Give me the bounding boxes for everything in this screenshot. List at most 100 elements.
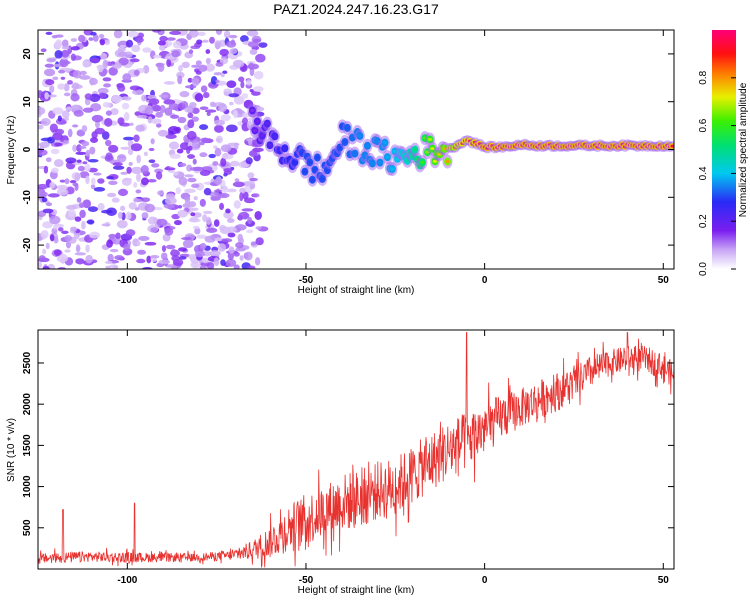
spectrogram-blob <box>155 123 162 128</box>
spectrogram-blob <box>125 229 136 237</box>
spectrogram-blob <box>199 198 206 207</box>
spectrogram-blob <box>220 259 226 267</box>
spectrogram-blob <box>116 219 128 229</box>
colorbar-tick-label: 0.0 <box>698 262 709 276</box>
spectrogram-blob <box>46 58 56 63</box>
spectrogram-blob <box>197 31 206 36</box>
spectrogram-blob <box>79 70 87 76</box>
spectrogram-blob <box>153 54 162 59</box>
spectrogram-blob <box>133 181 138 188</box>
spectrogram-blob <box>178 176 188 186</box>
spectrogram-blob <box>58 69 66 74</box>
spectrogram-blob <box>167 125 180 135</box>
spectrogram-blob <box>63 92 71 97</box>
spectrogram-blob <box>178 102 186 111</box>
spectrogram-blob <box>87 206 99 213</box>
spectrogram-blob <box>199 264 207 269</box>
spectrogram-blob <box>144 106 154 115</box>
colorbar-tick-label: 0.8 <box>698 70 709 84</box>
spectrogram-blob <box>209 101 216 108</box>
spectrogram-blob <box>196 39 203 45</box>
spectrogram-blob <box>75 244 81 253</box>
spectrogram-blob <box>91 114 104 123</box>
spectrogram-blob <box>126 166 132 174</box>
spectrogram-blob <box>213 72 223 76</box>
spectrogram-blob <box>122 177 133 181</box>
spectrogram-blob <box>230 160 240 167</box>
spectrogram-blob <box>81 220 86 230</box>
y-tick-label: 1000 <box>22 475 33 498</box>
spectrogram-blob <box>52 76 59 81</box>
spectrogram-blob <box>128 202 137 210</box>
spectrogram-blob <box>178 162 187 167</box>
spectrogram-blob <box>64 234 72 242</box>
spectrogram-blob <box>226 80 237 89</box>
y-tick-label: 10 <box>22 96 33 108</box>
spectrogram-blob <box>73 110 84 117</box>
spectrogram-blob <box>133 69 140 76</box>
spectrogram-blob <box>221 238 233 243</box>
spectrogram-blob <box>54 142 63 147</box>
spectrogram-blob <box>255 237 264 246</box>
spectrogram-blob <box>187 119 195 129</box>
spectrogram-blob <box>45 157 52 163</box>
spectrogram-blob <box>189 101 197 109</box>
spectrogram-blob <box>43 165 49 174</box>
spectrogram-blob <box>61 110 70 119</box>
spectrogram-blob <box>189 216 199 222</box>
spectrogram-blob <box>136 258 146 264</box>
spectrogram-ridge-core <box>377 161 383 165</box>
spectrogram-blob <box>77 165 86 172</box>
spectrogram-blob <box>101 209 113 214</box>
spectrogram-blob <box>241 117 249 125</box>
spectrogram-blob <box>105 265 111 269</box>
spectrogram-blob <box>146 255 152 264</box>
spectrogram-blob <box>209 250 221 257</box>
spectrogram-blob <box>53 249 62 256</box>
spectrogram-blob <box>53 159 64 168</box>
spectrogram-blob <box>191 140 200 150</box>
spectrogram-blob <box>49 234 55 242</box>
spectrogram-ridge-core <box>302 170 308 174</box>
spectrogram-blob <box>109 248 119 253</box>
spectrogram-blob <box>166 58 172 68</box>
spectrogram-blob <box>76 159 82 163</box>
spectrogram-blob <box>131 44 141 53</box>
spectrogram-blob <box>208 83 219 87</box>
spectrogram-blob <box>59 60 71 65</box>
spectrogram-blob <box>42 266 50 269</box>
spectrogram-blob <box>220 157 227 167</box>
x-tick-label: 50 <box>658 575 670 586</box>
spectrogram-blob <box>249 48 258 55</box>
spectrogram-blob <box>200 242 207 250</box>
spectrogram-ridge-core <box>352 152 358 156</box>
spectrogram-blob <box>205 57 211 65</box>
spectrogram-ridge-core <box>357 134 363 138</box>
spectrogram-blob <box>52 226 59 230</box>
spectrogram-blob <box>182 239 194 249</box>
spectrogram-blob <box>158 94 169 98</box>
spectrogram-blob <box>90 57 100 64</box>
spectrogram-blob <box>184 199 191 206</box>
spectrogram-blob <box>49 181 56 189</box>
spectrogram-blob <box>188 49 194 54</box>
spectrogram-blob <box>229 48 238 55</box>
spectrogram-ridge-core <box>337 145 343 149</box>
spectrogram-blob <box>41 197 48 203</box>
spectrogram-blob <box>76 197 82 203</box>
spectrogram-blob <box>147 116 153 124</box>
spectrogram-blob <box>214 189 223 193</box>
spectrogram-blob <box>164 227 174 236</box>
spectrogram-blob <box>74 172 81 182</box>
spectrogram-blob <box>65 106 73 112</box>
spectrogram-blob <box>117 117 125 125</box>
spectrogram-blob <box>133 198 142 203</box>
spectrogram-blob <box>151 118 162 125</box>
spectrogram-ridge-core <box>282 146 288 150</box>
spectrogram-blob <box>57 83 66 90</box>
spectrogram-blob <box>49 85 55 93</box>
spectrogram-blob <box>179 142 191 151</box>
spectrogram-blob <box>117 211 123 219</box>
spectrogram-blob <box>219 48 229 57</box>
